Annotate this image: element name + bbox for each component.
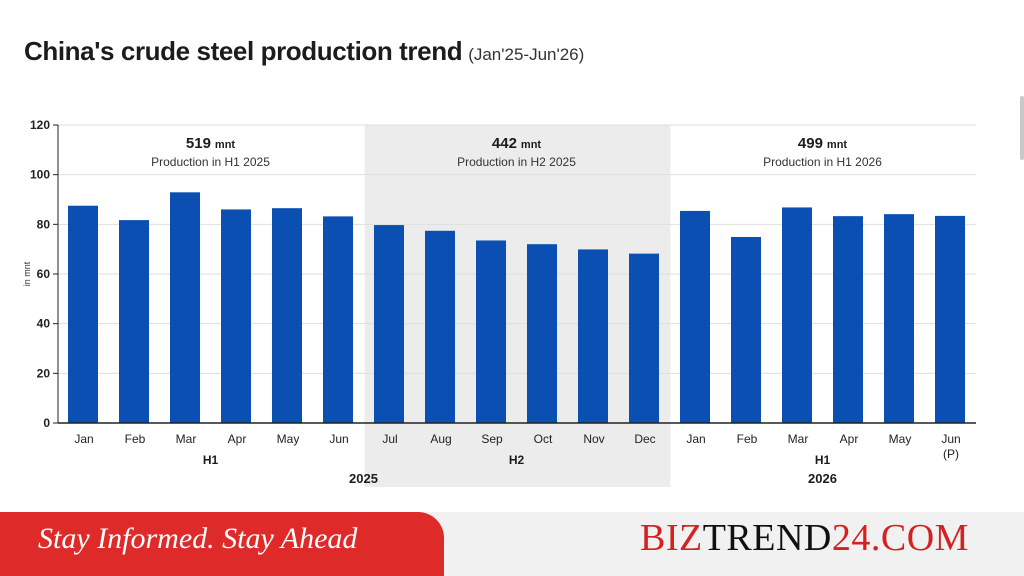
tagline-banner: Stay Informed. Stay Ahead bbox=[0, 512, 444, 576]
chart-title-text: China's crude steel production trend bbox=[24, 36, 463, 66]
y-tick-label: 60 bbox=[37, 267, 51, 281]
group-total-unit: mnt bbox=[521, 139, 542, 151]
y-tick-label: 80 bbox=[37, 217, 51, 231]
group-total-unit: mnt bbox=[827, 139, 848, 151]
half-label: H1 bbox=[203, 453, 219, 467]
x-tick-label: May bbox=[889, 432, 912, 446]
group-total-value: 442 bbox=[492, 135, 517, 152]
group-total-value: 499 bbox=[798, 135, 823, 152]
y-tick-label: 100 bbox=[30, 168, 50, 182]
highlight-bands bbox=[364, 125, 671, 487]
x-tick-note: (P) bbox=[943, 447, 959, 461]
group-caption: Production in H2 2025 bbox=[457, 155, 576, 169]
brand-logo[interactable]: BIZTREND24.COM bbox=[640, 516, 969, 560]
group-total: 519 mnt bbox=[186, 135, 236, 152]
x-tick-label: Feb bbox=[125, 432, 146, 446]
bar bbox=[731, 236, 761, 423]
group-total: 499 mnt bbox=[798, 135, 848, 152]
x-tick-label: Jan bbox=[74, 432, 93, 446]
bar bbox=[374, 225, 404, 423]
group-total: 442 mnt bbox=[492, 135, 542, 152]
x-tick-label: Mar bbox=[788, 432, 809, 446]
axes bbox=[53, 124, 976, 424]
half-label: H2 bbox=[509, 453, 525, 467]
brand-part-1: BIZ bbox=[640, 517, 703, 559]
bar bbox=[119, 220, 149, 423]
bar bbox=[884, 214, 914, 423]
x-tick-label: May bbox=[277, 432, 300, 446]
year-label: 2026 bbox=[808, 471, 837, 486]
bar bbox=[323, 216, 353, 423]
bar bbox=[680, 210, 710, 423]
x-tick-label: Apr bbox=[840, 432, 859, 446]
bar bbox=[68, 205, 98, 423]
y-tick-label: 40 bbox=[37, 317, 51, 331]
labels: 0 20 40 60 80 100 120 in mnt Jan Feb Mar Apr May Jun J… bbox=[22, 118, 961, 486]
x-tick-label: Nov bbox=[583, 432, 604, 446]
bar bbox=[782, 207, 812, 423]
group-caption: Production in H1 2025 bbox=[151, 155, 270, 169]
bar bbox=[170, 192, 200, 423]
x-tick-label: Jul bbox=[382, 432, 397, 446]
x-tick-label: Jun bbox=[329, 432, 348, 446]
bar bbox=[527, 244, 557, 423]
scrollbar[interactable] bbox=[1020, 96, 1024, 160]
x-tick-label: Jan bbox=[686, 432, 705, 446]
x-tick-label: Mar bbox=[176, 432, 197, 446]
tagline-text: Stay Informed. Stay Ahead bbox=[38, 522, 358, 555]
bar bbox=[272, 208, 302, 423]
x-tick-label: Aug bbox=[430, 432, 451, 446]
chart-title: China's crude steel production trend (Jan… bbox=[24, 36, 584, 67]
bar bbox=[425, 230, 455, 423]
half-label: H1 bbox=[815, 453, 831, 467]
x-tick-label: Sep bbox=[481, 432, 503, 446]
x-tick-label: Dec bbox=[634, 432, 655, 446]
bar bbox=[578, 249, 608, 423]
group-total-value: 519 bbox=[186, 135, 211, 152]
x-tick-label: Oct bbox=[534, 432, 553, 446]
x-tick-label: Apr bbox=[228, 432, 247, 446]
bar bbox=[629, 253, 659, 423]
bar bbox=[833, 216, 863, 423]
bars bbox=[68, 192, 965, 423]
bar-chart: 0 20 40 60 80 100 120 in mnt Jan Feb Mar Apr May Jun J… bbox=[22, 118, 976, 487]
bar bbox=[935, 215, 965, 423]
y-tick-label: 20 bbox=[37, 366, 51, 380]
brand-part-2: TREND bbox=[702, 517, 832, 559]
x-tick-label: Jun bbox=[941, 432, 960, 446]
group-total-unit: mnt bbox=[215, 139, 236, 151]
y-tick-label: 120 bbox=[30, 118, 50, 132]
bar bbox=[221, 209, 251, 423]
highlight-band bbox=[364, 125, 671, 487]
bar bbox=[476, 240, 506, 423]
group-caption: Production in H1 2026 bbox=[763, 155, 882, 169]
y-tick-label: 0 bbox=[43, 416, 50, 430]
x-tick-label: Feb bbox=[737, 432, 758, 446]
chart-subtitle: (Jan'25-Jun'26) bbox=[468, 45, 585, 64]
year-label: 2025 bbox=[349, 471, 378, 486]
y-axis-label: in mnt bbox=[22, 261, 32, 286]
brand-part-3: 24.COM bbox=[831, 517, 969, 559]
